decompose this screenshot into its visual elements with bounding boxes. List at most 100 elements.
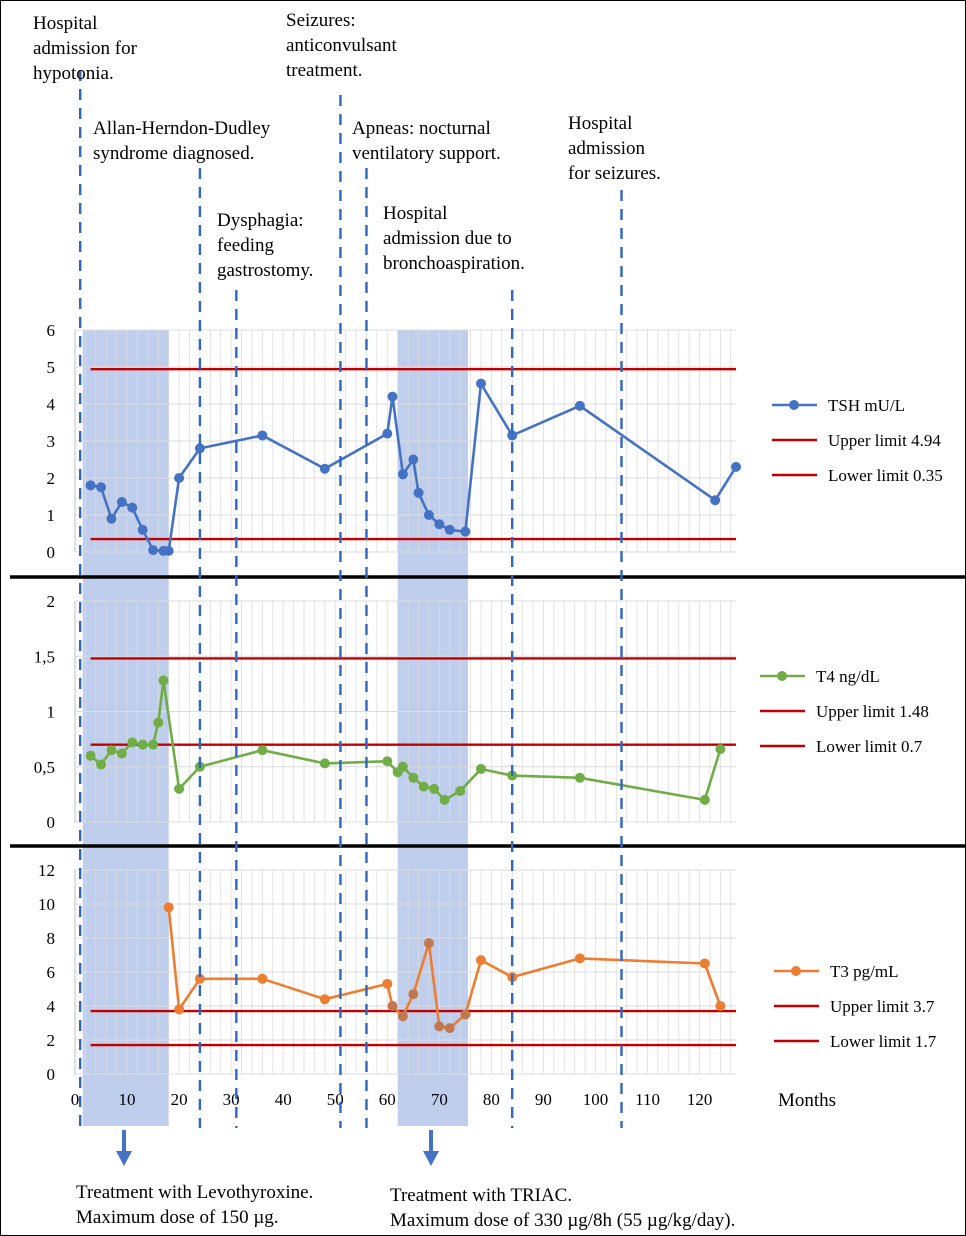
data-point: [423, 938, 434, 949]
y-tick-label: 6: [47, 321, 56, 340]
data-point: [319, 758, 330, 769]
data-point: [460, 1009, 471, 1020]
data-point: [408, 454, 419, 465]
y-tick-label: 2: [47, 1031, 56, 1050]
data-point: [574, 772, 585, 783]
data-point: [382, 756, 393, 767]
x-axis-title: Months: [778, 1090, 836, 1111]
y-tick-label: 5: [47, 358, 56, 377]
data-point: [574, 953, 585, 964]
y-tick-label: 4: [47, 997, 56, 1016]
data-point: [434, 519, 445, 530]
y-tick-label: 1: [47, 506, 56, 525]
legend-label: Upper limit 1.48: [816, 702, 929, 721]
data-point: [257, 430, 268, 441]
x-tick-label: 60: [379, 1090, 396, 1109]
data-point: [319, 994, 330, 1005]
legend-label: Upper limit 3.7: [830, 997, 935, 1016]
x-tick-label: 10: [119, 1090, 136, 1109]
data-point: [574, 400, 585, 411]
data-point: [174, 473, 185, 483]
data-point: [710, 495, 721, 506]
event-label-apneas: Apneas: nocturnal ventilatory support.: [352, 118, 501, 164]
data-point: [418, 781, 429, 792]
data-point: [116, 748, 127, 759]
data-point: [153, 717, 164, 728]
y-tick-label: 2: [47, 469, 56, 488]
y-tick-label: 1,5: [34, 647, 55, 666]
chart-panel-3: 0 2 4 6 8 10 12 T3 pg/mL Upper limit 3.7 Lower li…: [38, 861, 937, 1109]
data-point: [382, 978, 393, 989]
x-tick-label: 90: [535, 1090, 552, 1109]
data-point: [444, 524, 455, 535]
series-line: [167, 907, 722, 1030]
data-point: [194, 443, 205, 454]
event-label-admission-seizures: Hospital admission for seizures.: [568, 113, 661, 184]
x-tick-label: 100: [583, 1090, 609, 1109]
x-tick-label: 70: [431, 1090, 448, 1109]
data-point: [397, 1011, 408, 1022]
x-tick-label: 0: [71, 1090, 80, 1109]
event-label-hospital-admission-hypotonia: Hospital admission for hypotonia.: [33, 13, 137, 84]
data-point: [699, 794, 710, 805]
legend-marker: [789, 400, 799, 410]
data-point: [127, 737, 138, 748]
data-point: [106, 745, 117, 756]
x-tick-label: 80: [483, 1090, 500, 1109]
data-point: [163, 545, 174, 556]
chart-panel-1: 0 1 2 3 4 5 6 TSH mU/L Upper limit 4.94 Lower lim…: [47, 321, 943, 562]
data-point: [382, 428, 393, 439]
y-tick-label: 4: [47, 395, 56, 414]
data-point: [475, 378, 486, 389]
x-tick-label: 20: [171, 1090, 188, 1109]
data-point: [194, 973, 205, 984]
data-point: [408, 772, 419, 783]
data-point: [85, 480, 96, 491]
y-tick-label: 0,5: [34, 758, 55, 777]
data-point: [148, 545, 159, 556]
data-point: [434, 1021, 445, 1032]
data-point: [387, 1001, 398, 1011]
event-label-bronchoaspiration: Hospital admission due to bronchoaspirat…: [383, 203, 525, 274]
treatment-arrow-head: [423, 1151, 439, 1166]
data-point: [148, 739, 159, 750]
x-tick-label: 110: [635, 1090, 660, 1109]
legend-label: T4 ng/dL: [816, 667, 880, 686]
legend-label: Upper limit 4.94: [828, 431, 941, 450]
data-point: [507, 430, 518, 441]
data-point: [455, 786, 466, 797]
y-tick-label: 0: [47, 1065, 56, 1084]
data-point: [413, 487, 424, 498]
y-tick-label: 1: [47, 703, 56, 722]
y-tick-label: 10: [38, 895, 55, 914]
data-point: [174, 1004, 185, 1015]
data-point: [429, 783, 440, 794]
y-tick-label: 0: [47, 543, 56, 562]
data-point: [397, 469, 408, 480]
data-point: [387, 391, 398, 402]
data-point: [96, 482, 107, 493]
legend-label: Lower limit 1.7: [830, 1032, 937, 1051]
y-tick-label: 2: [47, 592, 56, 611]
data-point: [137, 524, 148, 535]
data-point: [116, 497, 127, 508]
event-label-ahd-diagnosed: Allan-Herndon-Dudley syndrome diagnosed.: [93, 118, 271, 164]
y-tick-label: 12: [38, 861, 55, 880]
x-tick-label: 40: [275, 1090, 292, 1109]
treatment-arrow-head: [116, 1151, 132, 1166]
data-point: [475, 763, 486, 774]
data-point: [460, 526, 471, 537]
data-point: [257, 973, 268, 984]
y-tick-label: 8: [47, 929, 56, 948]
legend-label: T3 pg/mL: [830, 962, 898, 981]
data-point: [731, 461, 741, 472]
legend-label: Lower limit 0.7: [816, 737, 923, 756]
y-tick-label: 3: [47, 432, 56, 451]
data-point: [96, 759, 107, 770]
data-point: [397, 761, 408, 772]
data-point: [715, 1001, 726, 1011]
treatment-label-2: Treatment with TRIAC. Maximum dose of 33…: [390, 1185, 736, 1231]
legend-label: TSH mU/L: [828, 396, 905, 415]
data-point: [408, 989, 419, 1000]
